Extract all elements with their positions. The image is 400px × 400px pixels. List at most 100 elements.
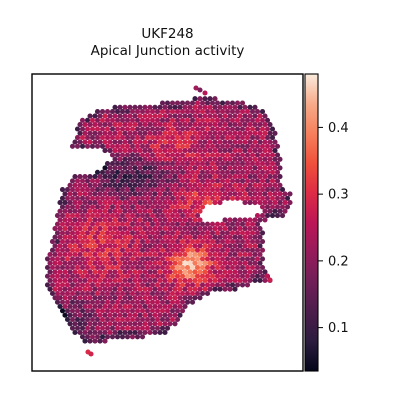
spot	[187, 243, 193, 249]
spot	[169, 221, 176, 227]
spot	[129, 213, 136, 219]
spot	[57, 269, 63, 275]
spot	[202, 243, 208, 249]
spot	[144, 126, 151, 132]
spot	[207, 104, 213, 110]
spot	[157, 122, 163, 128]
spot	[59, 204, 66, 210]
spot	[139, 299, 146, 305]
spot	[232, 139, 238, 145]
spot	[152, 329, 158, 336]
spot	[87, 338, 93, 344]
spot	[169, 264, 176, 271]
spot	[237, 269, 243, 275]
spot	[172, 165, 178, 171]
spot	[114, 256, 121, 262]
spot	[259, 117, 266, 123]
spot	[124, 247, 131, 253]
spot	[132, 329, 138, 336]
spot	[67, 243, 73, 249]
spot	[167, 312, 173, 318]
spot	[129, 221, 136, 227]
spot	[129, 169, 136, 175]
spot	[122, 260, 128, 266]
spot	[109, 143, 116, 149]
spot	[124, 308, 131, 314]
spot	[227, 182, 233, 188]
spot	[197, 87, 203, 93]
spot	[232, 260, 238, 266]
spot	[162, 130, 168, 136]
spot	[134, 282, 141, 288]
spot	[264, 161, 271, 167]
spot	[82, 200, 88, 206]
spot	[194, 169, 201, 175]
spot	[132, 156, 138, 162]
spot	[94, 239, 101, 245]
spot	[122, 277, 128, 284]
spot	[84, 256, 91, 262]
spot	[157, 104, 163, 110]
spot	[132, 208, 138, 214]
spot	[119, 195, 126, 201]
spot	[159, 152, 166, 158]
spot	[202, 234, 208, 240]
spot	[84, 195, 91, 201]
spot	[59, 299, 66, 305]
plot-frame	[31, 73, 304, 372]
spot	[179, 230, 186, 236]
spot	[147, 104, 153, 110]
spot	[69, 256, 76, 262]
spot	[139, 117, 146, 123]
spot	[124, 204, 131, 210]
spot	[247, 165, 253, 171]
spot	[154, 239, 161, 245]
spot	[59, 308, 66, 314]
spot	[54, 213, 61, 219]
spot	[259, 187, 266, 193]
spot	[174, 117, 181, 123]
spot	[152, 251, 158, 258]
spot	[177, 113, 183, 119]
spot	[162, 286, 168, 292]
spot	[84, 264, 91, 271]
spot	[197, 191, 203, 197]
spot	[64, 316, 71, 323]
spot	[49, 282, 56, 288]
spot	[177, 104, 183, 110]
spot	[94, 221, 101, 227]
spot	[252, 251, 258, 258]
spot	[159, 230, 166, 236]
spot	[149, 161, 156, 167]
spot	[219, 230, 226, 236]
spot	[77, 191, 83, 197]
spot	[87, 303, 93, 310]
spot	[69, 213, 76, 219]
spot	[152, 165, 158, 171]
spot	[232, 182, 238, 188]
spot	[94, 290, 101, 297]
spot	[204, 187, 211, 193]
spot	[102, 174, 108, 180]
spot	[164, 204, 171, 210]
spot	[152, 312, 158, 318]
spot	[122, 243, 128, 249]
spot	[162, 148, 168, 154]
spot	[224, 282, 231, 288]
spot	[119, 152, 126, 158]
spot	[217, 122, 223, 128]
spot	[114, 109, 121, 115]
spot	[132, 130, 138, 136]
spot	[167, 286, 173, 292]
spot	[264, 169, 271, 175]
spot	[254, 187, 261, 193]
spot	[79, 187, 86, 193]
spot	[117, 122, 123, 128]
spot	[219, 109, 226, 115]
spot	[187, 226, 193, 232]
colorbar-tick-label: 0.4	[328, 121, 349, 136]
spot	[162, 165, 168, 171]
spot	[234, 221, 241, 227]
spot	[64, 204, 71, 210]
spot	[67, 321, 73, 327]
